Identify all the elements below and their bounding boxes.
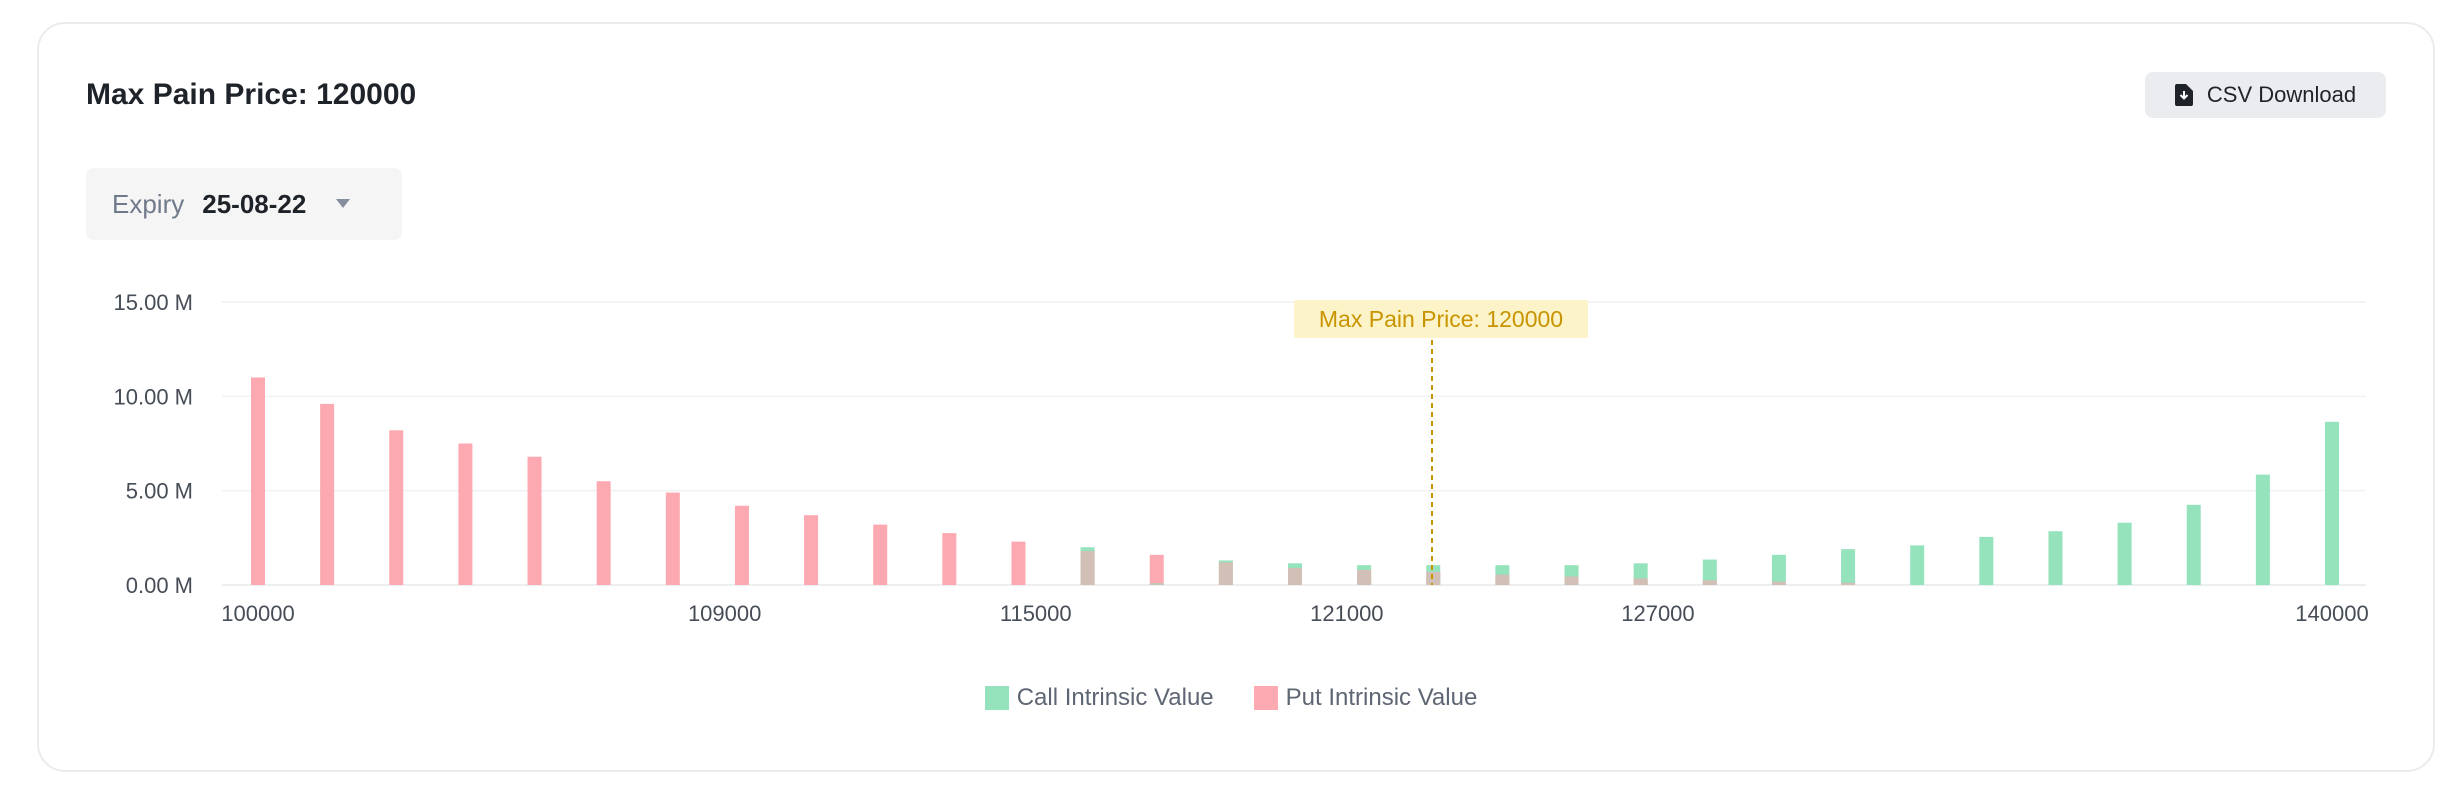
- bar-put: [1288, 568, 1302, 585]
- bar-call: [1771, 554, 1786, 585]
- bar-call: [1702, 559, 1717, 585]
- bar-put: [1218, 562, 1233, 585]
- bar-call: [2048, 531, 2063, 585]
- chart-legend: Call Intrinsic Value Put Intrinsic Value: [0, 684, 2462, 712]
- y-tick-label: 5.00 M: [126, 479, 193, 504]
- legend-item-call[interactable]: Call Intrinsic Value: [984, 684, 1214, 712]
- legend-swatch-put: [1253, 686, 1278, 710]
- bar-put: [527, 456, 542, 585]
- x-tick-label: 127000: [1621, 601, 1694, 626]
- bar-call: [1149, 583, 1164, 585]
- legend-label-put: Put Intrinsic Value: [1285, 684, 1478, 711]
- bar-call: [1841, 549, 1856, 585]
- caret-down-icon: [336, 199, 351, 208]
- bar-put: [873, 524, 888, 585]
- page-title: Max Pain Price: 120000: [86, 78, 417, 111]
- csv-download-label: CSV Download: [2206, 82, 2357, 107]
- bar-put: [320, 403, 335, 585]
- bar-put: [1357, 569, 1372, 585]
- bar-put: [1080, 551, 1095, 585]
- bar-put: [804, 515, 819, 585]
- max-pain-marker-bg: [1294, 300, 1588, 338]
- y-tick-label: 10.00 M: [114, 384, 194, 409]
- bar-call: [2117, 522, 2132, 585]
- x-tick-label: 109000: [688, 601, 761, 626]
- legend-item-put[interactable]: Put Intrinsic Value: [1253, 684, 1478, 712]
- bar-put: [734, 505, 749, 585]
- bar-put: [1426, 571, 1441, 585]
- expiry-label: Expiry: [112, 188, 185, 219]
- bar-put: [1841, 582, 1856, 585]
- bar-call: [2186, 504, 2201, 585]
- bar-put: [1564, 576, 1579, 585]
- bar-put: [389, 430, 404, 585]
- bar-put: [1633, 578, 1648, 585]
- bar-put: [1149, 554, 1164, 585]
- bar-put: [596, 481, 611, 585]
- bar-call: [2255, 474, 2270, 585]
- bar-put: [1495, 574, 1510, 585]
- bar-call: [1979, 536, 1994, 585]
- expiry-value: 25-08-22: [202, 188, 307, 219]
- file-download-icon: [2174, 84, 2193, 106]
- bar-put: [251, 377, 265, 585]
- x-tick-label: 140000: [2295, 601, 2368, 626]
- bar-call: [1910, 545, 1925, 585]
- expiry-select[interactable]: Expiry 25-08-22: [86, 168, 402, 240]
- y-tick-label: 0.00 M: [126, 573, 193, 598]
- x-tick-label: 100000: [221, 601, 294, 626]
- bar-call: [2325, 421, 2339, 585]
- legend-label-call: Call Intrinsic Value: [1016, 684, 1214, 711]
- bar-put: [665, 492, 680, 585]
- y-tick-label: 15.00 M: [114, 290, 194, 315]
- bar-put: [1011, 541, 1026, 585]
- max-pain-marker-label: Max Pain Price: 120000: [1319, 306, 1563, 332]
- csv-download-button[interactable]: CSV Download: [2145, 72, 2386, 118]
- bar-put: [942, 533, 957, 585]
- x-tick-label: 121000: [1310, 601, 1383, 626]
- legend-swatch-call: [984, 686, 1009, 710]
- bar-put: [1702, 580, 1717, 585]
- bar-put: [458, 443, 473, 585]
- bar-put: [1771, 581, 1786, 585]
- x-tick-label: 115000: [1000, 601, 1072, 626]
